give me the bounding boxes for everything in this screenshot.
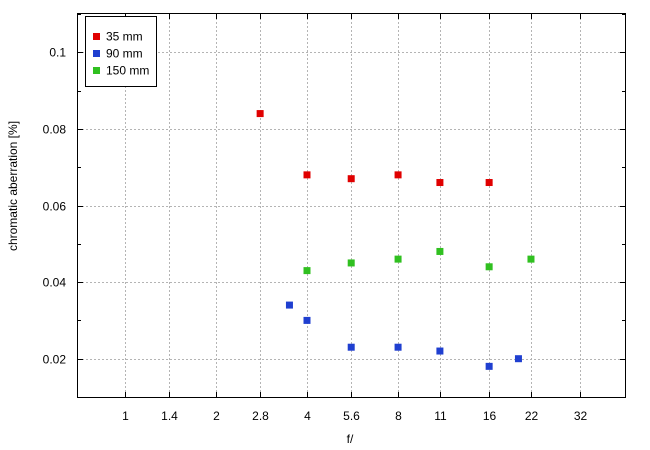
data-point — [347, 175, 355, 183]
data-point — [436, 247, 444, 255]
x-tick-label: 1.4 — [161, 409, 178, 423]
data-point — [347, 259, 355, 267]
legend-marker — [93, 33, 100, 40]
data-point — [485, 179, 493, 187]
legend-marker — [93, 50, 100, 57]
data-point — [394, 171, 402, 179]
data-point — [303, 267, 311, 275]
x-tick-label: 16 — [483, 409, 497, 423]
legend-marker — [93, 67, 100, 74]
x-tick-label: 2 — [213, 409, 220, 423]
legend-label: 90 mm — [106, 47, 143, 61]
y-tick-labels: 0.02 0.04 0.06 0.08 0.1 — [43, 46, 67, 367]
x-tick-label: 32 — [574, 409, 588, 423]
legend-label: 35 mm — [106, 30, 143, 44]
data-point — [485, 362, 493, 370]
x-tick-label: 8 — [395, 409, 402, 423]
legend: 35 mm 90 mm 150 mm — [85, 16, 157, 87]
y-tick-label: 0.04 — [43, 276, 67, 290]
data-point — [347, 343, 355, 351]
y-tick-label: 0.1 — [49, 46, 66, 60]
y-tick-label: 0.02 — [43, 353, 67, 367]
series-1 — [256, 110, 493, 187]
x-axis-label: f/ — [347, 432, 354, 446]
data-point — [514, 355, 522, 363]
legend-label: 150 mm — [106, 64, 149, 78]
data-point — [394, 343, 402, 351]
x-tick-label: 22 — [525, 409, 539, 423]
data-point — [394, 255, 402, 263]
series-2 — [285, 301, 522, 370]
x-tick-labels: 1 1.4 2 2.8 4 5.6 8 11 16 22 32 — [122, 409, 587, 423]
data-point — [303, 171, 311, 179]
data-point — [285, 301, 293, 309]
x-tick-label: 5.6 — [343, 409, 360, 423]
axis-ticks — [78, 14, 625, 398]
x-tick-label: 1 — [122, 409, 129, 423]
y-tick-label: 0.08 — [43, 123, 67, 137]
y-tick-label: 0.06 — [43, 200, 67, 214]
data-point — [485, 263, 493, 271]
data-point — [436, 347, 444, 355]
grid-lines — [78, 14, 625, 397]
data-point — [527, 255, 535, 263]
data-points — [256, 110, 535, 370]
x-tick-label: 4 — [304, 409, 311, 423]
data-point — [436, 179, 444, 187]
x-tick-label: 11 — [434, 409, 447, 423]
data-point — [256, 110, 264, 118]
data-point — [303, 316, 311, 324]
plot-frame — [77, 13, 626, 398]
y-axis-label: chromatic aberration [%] — [6, 121, 20, 251]
x-tick-label: 2.8 — [252, 409, 269, 423]
series-3 — [303, 247, 535, 275]
